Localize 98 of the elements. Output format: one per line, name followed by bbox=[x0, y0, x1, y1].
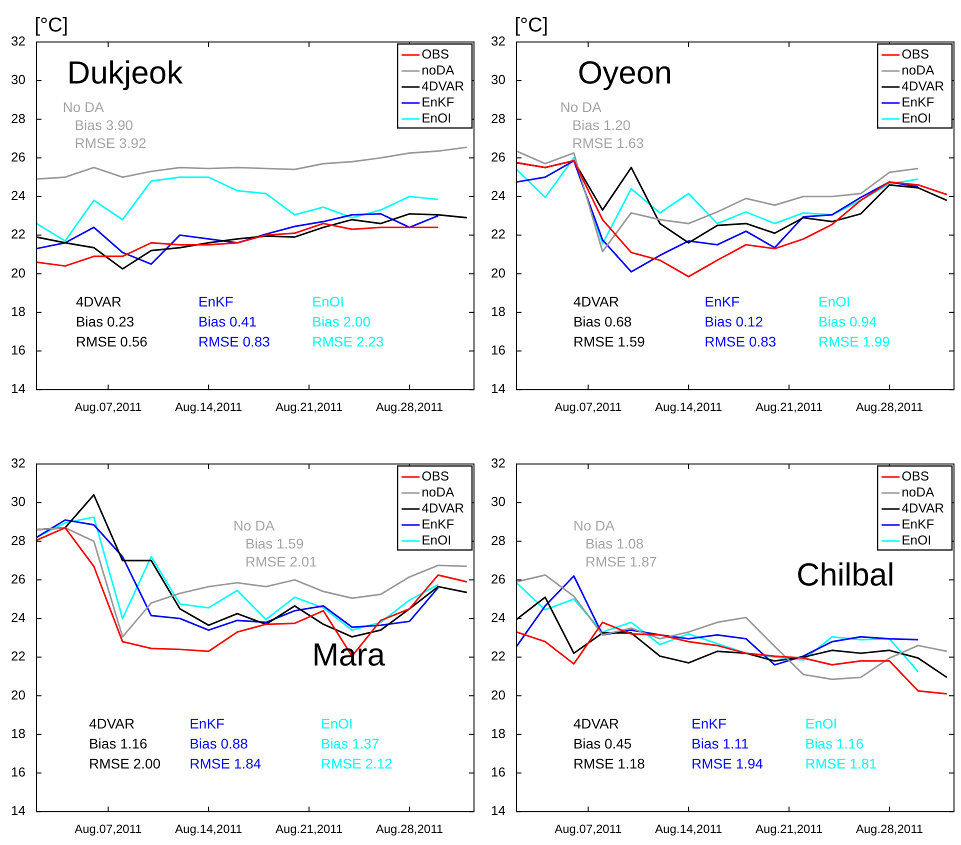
y-tick-label: 18 bbox=[10, 726, 26, 741]
y-tick-label: 28 bbox=[490, 532, 506, 548]
annotation: EnKF Bias 0.41 RMSE 0.83 bbox=[198, 294, 270, 350]
legend-label: noDA bbox=[422, 62, 454, 78]
annotation: 4DVAR Bias 0.23 RMSE 0.56 bbox=[76, 294, 148, 350]
y-tick-label: 16 bbox=[10, 342, 26, 358]
legend-label: 4DVAR bbox=[902, 500, 944, 516]
annotation: EnOI Bias 1.16 RMSE 1.81 bbox=[805, 716, 878, 772]
annotation: No DA Bias 1.20 RMSE 1.63 bbox=[560, 98, 644, 151]
annotation: 4DVAR Bias 1.16 RMSE 2.00 bbox=[88, 716, 161, 772]
annotation: EnOI Bias 0.94 RMSE 1.99 bbox=[818, 294, 890, 350]
x-tick-label: Aug.07,2011 bbox=[74, 822, 142, 836]
y-tick-label: 22 bbox=[10, 226, 26, 242]
y-tick-label: 30 bbox=[10, 72, 26, 88]
legend-label: OBS bbox=[902, 468, 930, 484]
x-tick-label: Aug.28,2011 bbox=[376, 822, 444, 836]
legend-label: noDA bbox=[902, 484, 934, 500]
annotation: EnKF Bias 0.12 RMSE 0.83 bbox=[704, 294, 776, 350]
y-tick-label: 30 bbox=[490, 72, 506, 88]
y-tick-label: 24 bbox=[490, 610, 506, 626]
legend-label: 4DVAR bbox=[422, 500, 464, 516]
y-tick-label: 16 bbox=[490, 764, 506, 780]
legend-label: EnKF bbox=[902, 94, 934, 110]
y-tick-label: 18 bbox=[490, 726, 506, 741]
x-tick-label: Aug.21,2011 bbox=[275, 400, 343, 414]
y-tick-label: 16 bbox=[490, 342, 506, 358]
x-tick-label: Aug.28,2011 bbox=[856, 822, 924, 836]
legend-label: noDA bbox=[902, 62, 934, 78]
annotation: No DA Bias 3.90 RMSE 3.92 bbox=[62, 98, 147, 151]
legend-label: EnOI bbox=[422, 110, 452, 126]
legend-label: EnKF bbox=[422, 516, 454, 532]
text: Mara bbox=[312, 636, 386, 672]
y-tick-label: 28 bbox=[10, 532, 26, 548]
y-axis-title: [°C] bbox=[34, 14, 68, 37]
y-tick-label: 20 bbox=[490, 687, 506, 702]
text: Chilbal bbox=[796, 556, 894, 593]
x-tick-label: Aug.14,2011 bbox=[175, 822, 243, 836]
y-tick-label: 20 bbox=[490, 265, 506, 280]
y-tick-label: 18 bbox=[10, 304, 26, 319]
y-tick-label: 26 bbox=[10, 149, 26, 164]
y-tick-label: 14 bbox=[10, 803, 26, 818]
y-tick-label: 24 bbox=[490, 188, 506, 204]
y-axis-title: [°C] bbox=[514, 14, 548, 37]
legend-label: EnOI bbox=[902, 532, 932, 548]
annotation: EnOI Bias 1.37 RMSE 2.12 bbox=[320, 716, 393, 772]
y-tick-label: 14 bbox=[10, 381, 26, 396]
x-tick-label: Aug.14,2011 bbox=[655, 822, 723, 836]
annotation: 4DVAR Bias 0.68 RMSE 1.59 bbox=[573, 294, 646, 350]
x-tick-label: Aug.21,2011 bbox=[755, 822, 823, 836]
annotation: No DA Bias 1.08 RMSE 1.87 bbox=[573, 517, 658, 570]
y-tick-label: 26 bbox=[490, 571, 506, 586]
x-tick-label: Aug.21,2011 bbox=[755, 400, 823, 414]
chart-title: Oyeon bbox=[578, 54, 672, 91]
legend-label: OBS bbox=[422, 46, 450, 62]
y-tick-label: 32 bbox=[490, 456, 506, 471]
y-tick-label: 30 bbox=[490, 494, 506, 510]
y-tick-label: 16 bbox=[10, 764, 26, 780]
x-tick-label: Aug.07,2011 bbox=[554, 822, 622, 836]
y-tick-label: 14 bbox=[490, 803, 506, 818]
annotation: EnKF Bias 0.88 RMSE 1.84 bbox=[190, 716, 262, 772]
y-tick-label: 32 bbox=[10, 456, 26, 471]
y-tick-label: 32 bbox=[490, 34, 506, 49]
legend-label: EnKF bbox=[902, 516, 934, 532]
x-tick-label: Aug.21,2011 bbox=[275, 822, 343, 836]
y-tick-label: 20 bbox=[10, 265, 26, 280]
legend-label: 4DVAR bbox=[902, 78, 944, 94]
x-tick-label: Aug.28,2011 bbox=[856, 400, 924, 414]
legend-label: EnKF bbox=[422, 94, 454, 110]
legend-label: EnOI bbox=[422, 532, 452, 548]
y-tick-label: 28 bbox=[490, 110, 506, 126]
chart-title: Dukjeok bbox=[67, 54, 184, 91]
y-tick-label: 22 bbox=[490, 226, 506, 242]
y-tick-label: 24 bbox=[10, 610, 26, 626]
annotation: EnKF Bias 1.11 RMSE 1.94 bbox=[691, 716, 764, 772]
annotation: EnOI Bias 2.00 RMSE 2.23 bbox=[312, 294, 384, 350]
y-tick-label: 28 bbox=[10, 110, 26, 126]
legend-label: OBS bbox=[422, 468, 450, 484]
y-tick-label: 30 bbox=[10, 494, 26, 510]
y-tick-label: 26 bbox=[490, 149, 506, 164]
x-tick-label: Aug.28,2011 bbox=[376, 400, 444, 414]
annotation: 4DVAR Bias 0.45 RMSE 1.18 bbox=[573, 716, 646, 772]
y-tick-label: 14 bbox=[490, 381, 506, 396]
legend-label: 4DVAR bbox=[422, 78, 464, 94]
y-tick-label: 26 bbox=[10, 571, 26, 586]
x-tick-label: Aug.07,2011 bbox=[554, 400, 622, 414]
y-tick-label: 32 bbox=[10, 34, 26, 49]
x-tick-label: Aug.07,2011 bbox=[74, 400, 142, 414]
y-tick-label: 20 bbox=[10, 687, 26, 702]
x-tick-label: Aug.14,2011 bbox=[175, 400, 243, 414]
x-tick-label: Aug.14,2011 bbox=[655, 400, 723, 414]
y-tick-label: 22 bbox=[10, 648, 26, 664]
y-tick-label: 24 bbox=[10, 188, 26, 204]
legend-label: OBS bbox=[902, 46, 930, 62]
y-tick-label: 22 bbox=[490, 648, 506, 664]
legend-label: noDA bbox=[422, 484, 454, 500]
y-tick-label: 18 bbox=[490, 304, 506, 319]
legend-label: EnOI bbox=[902, 110, 932, 126]
annotation: No DA Bias 1.59 RMSE 2.01 bbox=[233, 517, 318, 570]
